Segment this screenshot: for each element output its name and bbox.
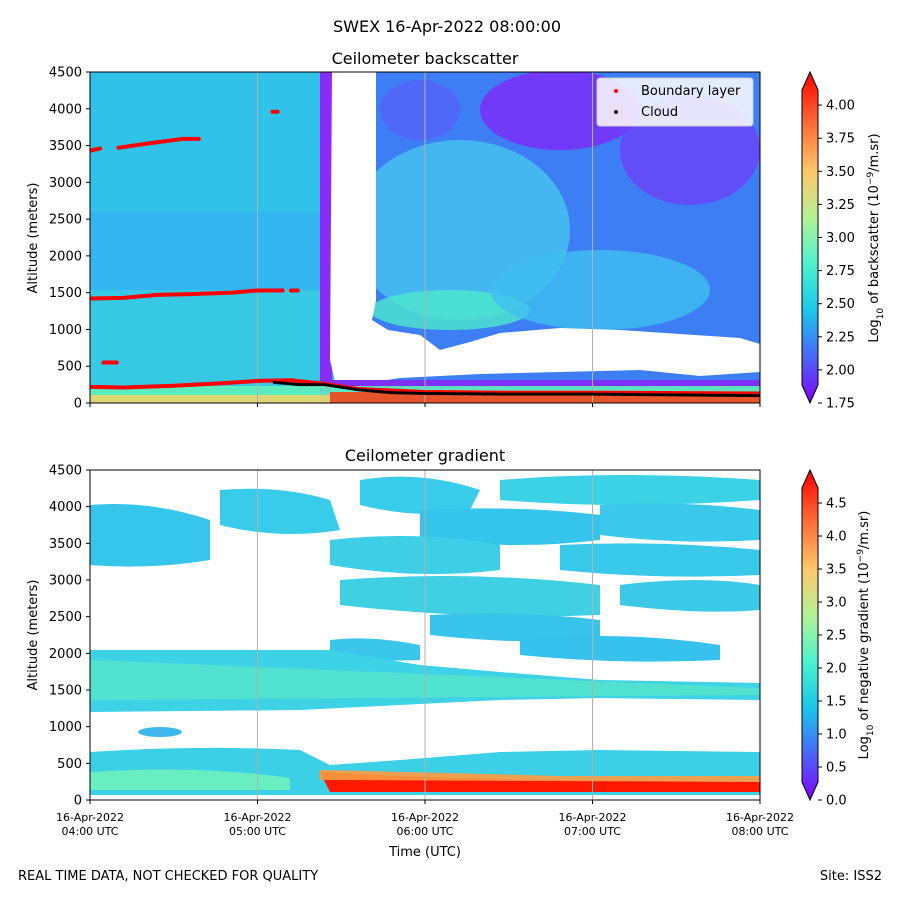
x-tick-time: 07:00 UTC [564,825,621,838]
legend-cloud-label: Cloud [641,105,678,120]
marker-series [90,109,760,398]
x-tick-time: 06:00 UTC [396,825,453,838]
y-tick-label: 2500 [49,213,82,228]
quality-notice: REAL TIME DATA, NOT CHECKED FOR QUALITY [18,869,319,884]
y-tick-label: 4000 [49,102,82,117]
y-tick-label: 1000 [49,720,82,735]
y-tick-label: 4000 [49,500,82,515]
colorbar-tick-label: 3.50 [826,165,855,180]
legend-cloud-marker [614,110,618,114]
colorbar-tick-label: 2.5 [826,629,847,644]
colorbar-tick-label: 3.25 [826,198,855,213]
colorbar-tick-label: 1.0 [826,728,847,743]
x-tick-time: 04:00 UTC [61,825,118,838]
x-axis-label-2: Time (UTC) [388,845,461,860]
grid-lines-1 [257,72,593,403]
colorbar-tick-label: 1.5 [826,695,847,710]
backscatter-field [90,72,760,403]
colorbar-tick-label: 4.00 [826,99,855,114]
x-axis-1 [89,403,761,407]
gradient-panel: Ceilometer gradient [26,446,876,860]
x-tick-date: 16-Apr-2022 [391,811,459,824]
colorbar-1-ticks: 1.75 2.00 2.25 2.50 2.75 3.00 3.25 3.50 3.75 4.00 [818,99,855,412]
colorbar-tick-label: 0.0 [826,794,847,809]
legend: Boundary layer Cloud [596,77,754,127]
y-tick-label: 0 [74,794,82,809]
x-tick-date: 16-Apr-2022 [726,811,794,824]
colorbar-1-bar [801,70,819,405]
cloud-base-series [272,380,760,398]
boundary-layer-upper-1 [90,146,103,153]
colorbar-2: 0.0 0.5 1.0 1.5 2.0 2.5 3.0 3.5 4.0 4.5 Log10 of … [801,468,876,809]
y-tick-label: 0 [74,397,82,412]
y-tick-label: 2500 [49,610,82,625]
colorbar-tick-label: 2.00 [826,363,855,378]
legend-boundary-label: Boundary layer [641,84,741,99]
colorbar-tick-label: 2.25 [826,330,855,345]
figure-title: SWEX 16-Apr-2022 08:00:00 [333,17,561,36]
boundary-layer-mid [90,288,285,301]
y-axis-label-1: Altitude (meters) [26,183,41,294]
colorbar-tick-label: 3.5 [826,563,847,578]
x-tick-date: 16-Apr-2022 [223,811,291,824]
x-tick-time: 08:00 UTC [731,825,788,838]
colorbar-1-label: Log10 of backscatter (10−9/m.sr) [866,133,886,342]
y-axis-label-2: Altitude (meters) [26,580,41,691]
grid-lines-2 [257,470,593,800]
y-tick-label: 500 [57,757,82,772]
colorbar-tick-label: 3.0 [826,596,847,611]
y-tick-label: 1500 [49,684,82,699]
gradient-title: Ceilometer gradient [345,446,505,465]
colorbar-tick-label: 0.5 [826,761,847,776]
boundary-layer-upper-2 [116,136,201,150]
backscatter-title: Ceilometer backscatter [332,49,519,68]
y-tick-label: 3000 [49,574,82,589]
colorbar-tick-label: 2.50 [826,297,855,312]
colorbar-2-bar [801,468,819,802]
colorbar-tick-label: 4.5 [826,497,847,512]
colorbar-tick-label: 3.00 [826,231,855,246]
y-tick-label: 3000 [49,176,82,191]
y-tick-label: 3500 [49,139,82,154]
y-axis-2: 0 500 1000 1500 2000 2500 3000 3500 4000 4500 [49,464,90,809]
colorbar-tick-label: 2.0 [826,662,847,677]
colorbar-tick-label: 2.75 [826,264,855,279]
colorbar-2-ticks: 0.0 0.5 1.0 1.5 2.0 2.5 3.0 3.5 4.0 4.5 [818,497,847,809]
x-tick-date: 16-Apr-2022 [558,811,626,824]
legend-boundary-marker [614,89,618,93]
no-data-region [330,72,760,384]
y-tick-label: 500 [57,360,82,375]
y-tick-label: 4500 [49,464,82,479]
colorbar-1: 1.75 2.00 2.25 2.50 2.75 3.00 3.25 3.50 3.75 4.00… [801,70,886,412]
y-tick-label: 1000 [49,323,82,338]
site-label: Site: ISS2 [819,869,882,884]
backscatter-panel: Ceilometer backscatter [26,49,886,412]
y-tick-label: 2000 [49,249,82,264]
legend-box [596,77,754,127]
y-tick-label: 4500 [49,66,82,81]
x-tick-date: 16-Apr-2022 [56,811,124,824]
y-tick-label: 3500 [49,537,82,552]
colorbar-tick-label: 3.75 [826,132,855,147]
colorbar-tick-label: 1.75 [826,397,855,412]
y-tick-label: 2000 [49,647,82,662]
y-tick-label: 1500 [49,286,82,301]
colorbar-2-label: Log10 of negative gradient (10−9/m.sr) [856,511,876,760]
colorbar-tick-label: 4.0 [826,530,847,545]
x-tick-time: 05:00 UTC [229,825,286,838]
y-axis-1: 0 500 1000 1500 2000 2500 3000 3500 4000 4500 [49,66,90,412]
